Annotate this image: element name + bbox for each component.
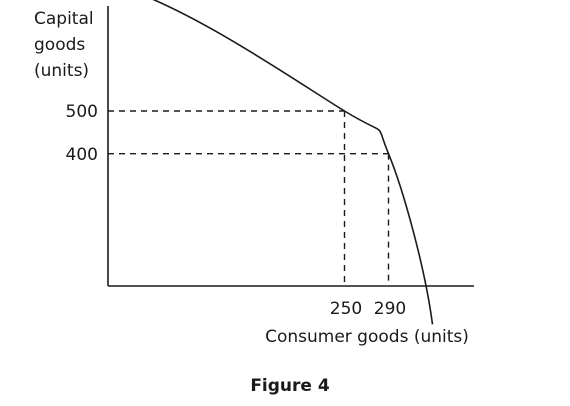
guide-lines <box>108 110 390 286</box>
figure-caption: Figure 4 <box>250 376 330 396</box>
x-tick-label-250: 250 <box>330 299 362 319</box>
y-axis-label-line-1: Capital <box>34 9 94 29</box>
axes <box>107 6 474 287</box>
x-tick-label-290: 290 <box>374 299 406 319</box>
y-axis-label-line-3: (units) <box>34 61 89 81</box>
ppf-curve <box>152 0 434 325</box>
x-axis-label: Consumer goods (units) <box>265 327 469 347</box>
y-axis-label-line-2: goods <box>34 35 85 55</box>
y-tick-label-400: 400 <box>66 145 98 165</box>
y-tick-label-500: 500 <box>66 102 98 122</box>
